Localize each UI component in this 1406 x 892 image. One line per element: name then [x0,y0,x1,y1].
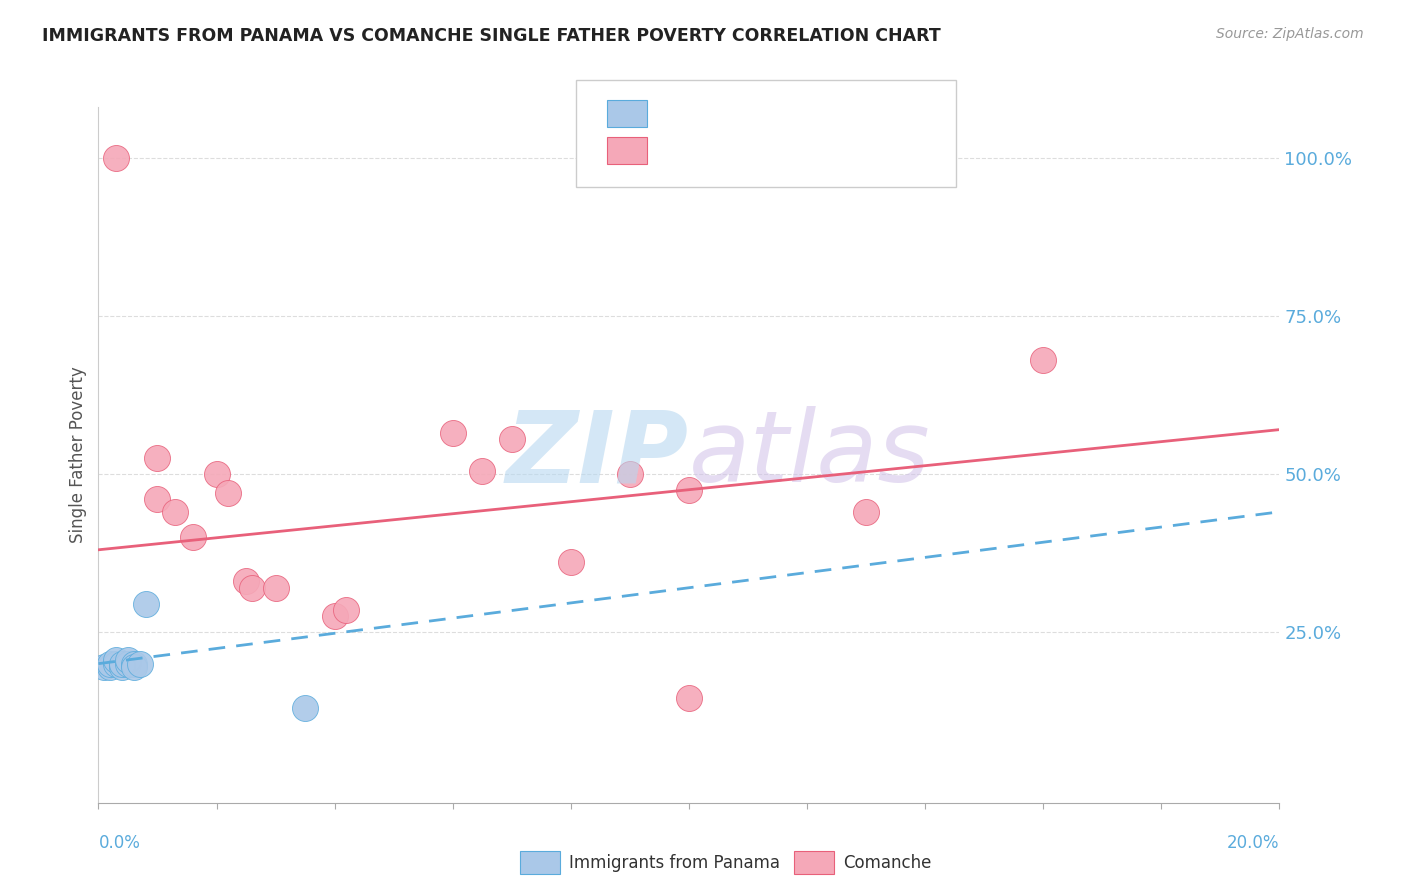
Point [181,530,204,544]
Point [217,486,239,500]
Text: ZIP: ZIP [506,407,689,503]
Y-axis label: Single Father Poverty: Single Father Poverty [69,367,87,543]
Point [122,660,145,674]
Text: 20.0%: 20.0% [1227,834,1279,852]
Point [105,657,128,671]
Point [122,657,145,671]
Point [146,451,169,466]
Point [105,653,128,667]
Point [111,657,134,671]
Point [855,505,877,519]
Point [678,483,700,497]
Point [105,151,128,165]
Text: R = 0.298: R = 0.298 [661,142,759,160]
Point [441,425,464,440]
Point [501,432,523,446]
Point [560,556,582,570]
Point [205,467,228,481]
Text: R =  0.141: R = 0.141 [661,104,765,122]
Text: N = 21: N = 21 [808,142,876,160]
Text: Source: ZipAtlas.com: Source: ZipAtlas.com [1216,27,1364,41]
Point [146,492,169,507]
Point [335,603,357,617]
Text: IMMIGRANTS FROM PANAMA VS COMANCHE SINGLE FATHER POVERTY CORRELATION CHART: IMMIGRANTS FROM PANAMA VS COMANCHE SINGL… [42,27,941,45]
Point [1032,353,1054,368]
Point [111,660,134,674]
Point [294,701,316,715]
Text: atlas: atlas [689,407,931,503]
Text: 0.0%: 0.0% [98,834,141,852]
Point [264,581,287,595]
Point [117,653,139,667]
Point [128,657,150,671]
Point [240,581,263,595]
Point [471,464,494,478]
Point [98,660,121,674]
Point [135,597,157,611]
Point [235,574,257,589]
Text: Comanche: Comanche [844,854,932,871]
Point [678,691,700,706]
Point [619,467,641,481]
Point [98,657,121,671]
Point [117,657,139,671]
Text: Immigrants from Panama: Immigrants from Panama [569,854,780,871]
Point [323,609,346,624]
Point [93,660,115,674]
Point [165,505,187,519]
Text: N = 14: N = 14 [808,104,876,122]
